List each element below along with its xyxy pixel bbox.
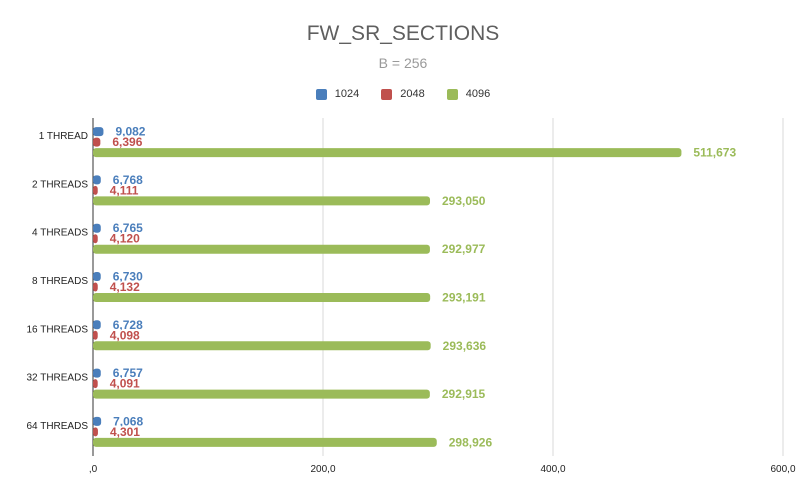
legend-swatch-1024 xyxy=(315,88,327,100)
data-label-4096: 293,050 xyxy=(442,194,486,208)
bar-1024[interactable] xyxy=(93,127,104,137)
data-label-1024: 6,730 xyxy=(113,270,143,284)
bar-2048[interactable] xyxy=(93,282,98,292)
bar-1024[interactable] xyxy=(93,416,102,426)
x-tick-label: 400,0 xyxy=(540,464,565,475)
legend-label-1024: 1024 xyxy=(334,88,360,100)
bar-2048[interactable] xyxy=(93,234,98,244)
data-label-1024: 9,082 xyxy=(115,125,145,139)
data-label-2048: 6,396 xyxy=(112,135,142,149)
bar-4096[interactable] xyxy=(93,437,437,447)
data-label-4096: 293,191 xyxy=(442,291,486,305)
bar-4096[interactable] xyxy=(93,293,431,302)
bar-2048[interactable] xyxy=(93,379,98,389)
data-label-2048: 4,132 xyxy=(110,280,140,294)
bar-4096[interactable] xyxy=(93,148,682,158)
data-label-4096: 292,915 xyxy=(442,387,486,401)
legend-swatch-2048 xyxy=(381,88,393,100)
bar-1024[interactable] xyxy=(93,320,101,330)
x-tick-label: 200,0 xyxy=(310,464,335,475)
data-label-1024: 6,757 xyxy=(113,366,143,380)
chart-legend: 1024 2048 4096 xyxy=(0,88,806,100)
bar-4096[interactable] xyxy=(93,341,431,351)
category-label: 4 THREADS xyxy=(32,228,88,239)
data-label-4096: 293,636 xyxy=(443,339,487,353)
category-label: 32 THREADS xyxy=(26,373,88,384)
category-label: 1 THREAD xyxy=(39,131,88,142)
bar-1024[interactable] xyxy=(93,175,101,185)
bar-2048[interactable] xyxy=(93,330,98,340)
category-label: 16 THREADS xyxy=(26,324,88,335)
category-label: 2 THREADS xyxy=(32,179,88,190)
data-label-2048: 4,098 xyxy=(110,328,140,342)
legend-item-4096[interactable]: 4096 xyxy=(446,88,491,100)
legend-item-2048[interactable]: 2048 xyxy=(381,88,425,100)
bar-2048[interactable] xyxy=(93,137,101,147)
bar-4096[interactable] xyxy=(93,389,430,399)
bar-2048[interactable] xyxy=(93,185,98,195)
data-label-4096: 292,977 xyxy=(442,242,486,256)
data-label-1024: 6,768 xyxy=(113,173,143,187)
legend-label-2048: 2048 xyxy=(400,88,425,100)
category-label: 64 THREADS xyxy=(26,421,88,432)
bar-2048[interactable] xyxy=(93,427,98,437)
data-label-1024: 6,728 xyxy=(113,318,143,332)
bar-4096[interactable] xyxy=(93,196,431,206)
data-label-4096: 511,673 xyxy=(693,146,736,160)
x-tick-label: 600,0 xyxy=(770,464,795,475)
chart-title: FW_SR_SECTIONS xyxy=(306,22,500,45)
x-tick-label: ,0 xyxy=(89,464,98,475)
legend-item-1024[interactable]: 1024 xyxy=(315,88,360,100)
legend-swatch-4096 xyxy=(446,88,458,100)
category-label: 8 THREADS xyxy=(32,276,88,287)
bar-1024[interactable] xyxy=(93,223,101,233)
bar-1024[interactable] xyxy=(93,272,101,281)
bar-1024[interactable] xyxy=(93,368,101,378)
chart-subtitle: B = 256 xyxy=(378,55,428,71)
data-label-1024: 7,068 xyxy=(113,414,143,428)
data-label-4096: 298,926 xyxy=(449,435,493,449)
bar-4096[interactable] xyxy=(93,244,430,254)
data-label-2048: 4,091 xyxy=(110,377,140,391)
data-label-1024: 6,765 xyxy=(113,221,143,235)
legend-label-4096: 4096 xyxy=(465,88,491,100)
data-label-2048: 4,120 xyxy=(110,232,140,246)
data-label-2048: 4,301 xyxy=(110,425,140,439)
data-label-2048: 4,111 xyxy=(110,183,139,197)
